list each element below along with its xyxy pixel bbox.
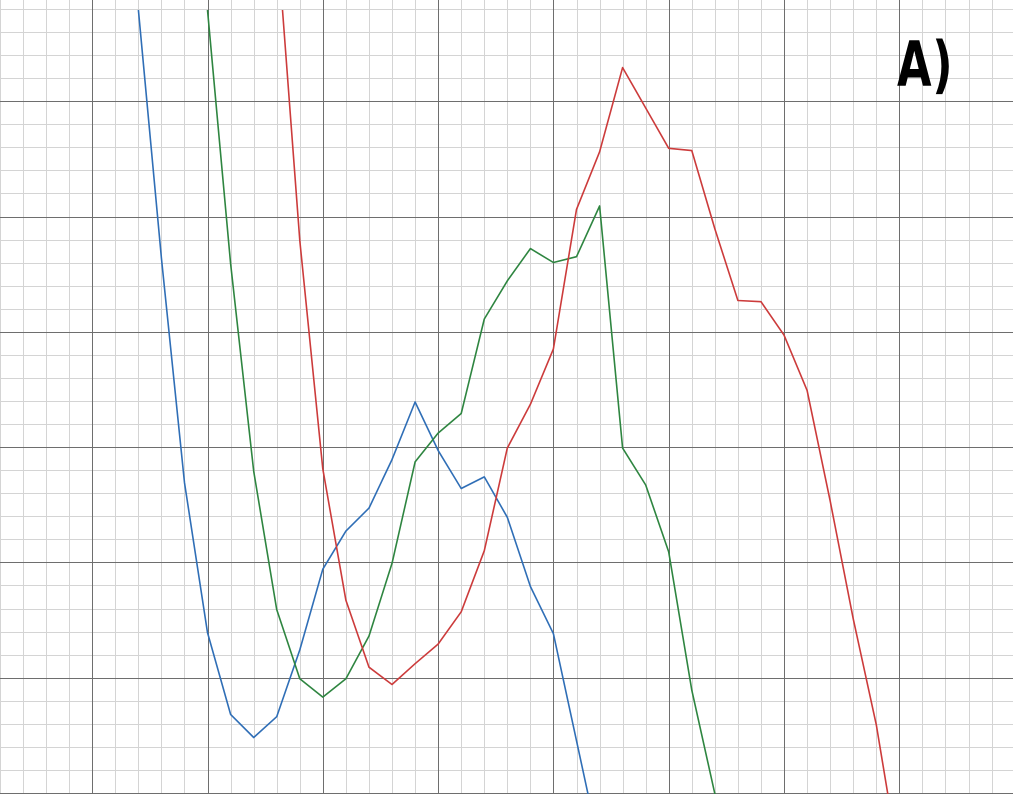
- series-line-2: [206, 9, 717, 794]
- series-lines: [137, 9, 889, 794]
- series-line-1: [137, 9, 589, 794]
- panel-label: A): [897, 28, 954, 101]
- series-line-3: [281, 9, 889, 794]
